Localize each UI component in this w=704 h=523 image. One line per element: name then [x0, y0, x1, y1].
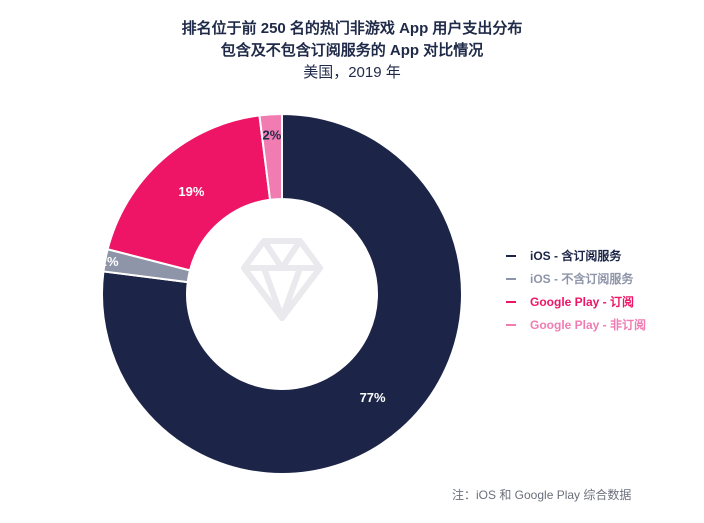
chart-title-block: 排名位于前 250 名的热门非游戏 App 用户支出分布 包含及不包含订阅服务的… — [0, 18, 704, 84]
legend-label: iOS - 含订阅服务 — [530, 249, 622, 263]
donut-slice-4 — [258, 112, 283, 201]
slice-label-1: 77% — [360, 390, 386, 405]
diamond-watermark-icon — [241, 238, 323, 321]
chart-subtitle: 包含及不包含订阅服务的 App 对比情况 — [220, 42, 484, 59]
legend-swatch — [506, 300, 516, 303]
donut-slice-1 — [101, 112, 463, 475]
legend-swatch — [506, 277, 516, 280]
chart-region-year: 美国，2019 年 — [303, 64, 401, 81]
slice-label-2: 2% — [100, 254, 119, 269]
legend-swatch — [506, 323, 516, 326]
chart-legend: iOS - 含订阅服务 iOS - 不含订阅服务 Google Play - 订阅 G… — [506, 244, 646, 336]
legend-item-4: Google Play - 非订阅 — [506, 313, 646, 336]
slice-label-4: 2% — [263, 127, 282, 142]
legend-label: Google Play - 订阅 — [530, 295, 635, 309]
legend-item-2: iOS - 不含订阅服务 — [506, 267, 646, 290]
legend-label: Google Play - 非订阅 — [530, 318, 647, 332]
legend-item-3: Google Play - 订阅 — [506, 290, 646, 313]
legend-item-1: iOS - 含订阅服务 — [506, 244, 646, 267]
slice-label-3: 19% — [178, 184, 204, 199]
chart-note: 注：iOS 和 Google Play 综合数据 — [452, 488, 632, 502]
legend-swatch — [506, 254, 516, 257]
legend-label: iOS - 不含订阅服务 — [530, 272, 634, 286]
chart-title: 排名位于前 250 名的热门非游戏 App 用户支出分布 — [181, 20, 523, 37]
donut-slice-3 — [106, 114, 272, 272]
